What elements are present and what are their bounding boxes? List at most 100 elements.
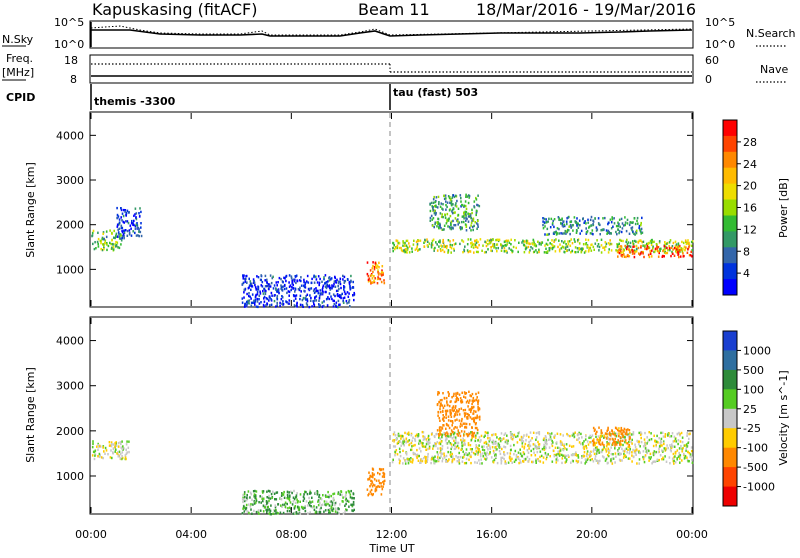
data-cell — [594, 444, 596, 447]
data-cell — [528, 242, 530, 245]
data-cell — [477, 416, 479, 419]
data-cell — [460, 419, 463, 423]
data-cell — [398, 461, 401, 465]
data-cell — [478, 415, 481, 418]
data-cell — [543, 448, 546, 451]
data-cell — [118, 246, 121, 250]
data-cell — [372, 475, 374, 479]
data-cell — [651, 238, 653, 242]
data-cell — [353, 508, 355, 512]
data-cell — [500, 243, 502, 246]
data-cell — [484, 240, 486, 243]
data-cell — [135, 216, 137, 219]
data-cell — [291, 279, 293, 282]
data-cell — [486, 445, 488, 449]
data-cell — [634, 449, 636, 453]
data-cell — [370, 488, 373, 492]
data-cell — [653, 240, 655, 243]
data-cell — [476, 246, 479, 249]
data-cell — [457, 398, 460, 402]
data-cell — [577, 454, 579, 457]
data-cell — [486, 451, 488, 454]
data-cell — [657, 441, 659, 444]
data-cell — [340, 296, 342, 300]
data-cell — [373, 268, 376, 271]
data-cell — [270, 291, 273, 295]
data-cell — [563, 443, 566, 446]
data-cell — [241, 497, 244, 501]
data-cell — [282, 300, 284, 303]
data-cell — [469, 448, 472, 451]
data-cell — [481, 445, 483, 448]
data-cell — [550, 442, 553, 446]
data-cell — [256, 275, 258, 278]
data-cell — [436, 403, 439, 406]
data-cell — [654, 439, 656, 442]
data-cell — [587, 443, 590, 446]
data-cell — [457, 218, 459, 221]
data-cell — [291, 282, 293, 285]
data-cell — [663, 245, 666, 248]
data-cell — [458, 413, 461, 416]
data-cell — [482, 455, 485, 458]
data-cell — [426, 244, 429, 247]
data-cell — [495, 247, 497, 250]
data-cell — [455, 392, 457, 395]
data-cell — [605, 229, 608, 232]
data-cell — [535, 458, 537, 461]
data-cell — [628, 248, 630, 251]
data-cell — [445, 412, 447, 415]
data-cell — [348, 292, 350, 295]
data-cell — [268, 283, 271, 286]
data-cell — [644, 431, 646, 435]
data-cell — [94, 449, 97, 452]
data-cell — [601, 434, 603, 438]
data-cell — [106, 242, 108, 245]
data-cell — [97, 231, 99, 234]
data-cell — [673, 439, 676, 443]
data-cell — [269, 274, 272, 277]
data-cell — [456, 460, 459, 463]
data-cell — [410, 432, 413, 436]
data-cell — [567, 434, 569, 437]
data-cell — [607, 242, 610, 245]
data-cell — [625, 455, 627, 459]
data-cell — [651, 462, 653, 465]
data-cell — [649, 249, 651, 253]
data-cell — [369, 485, 371, 488]
data-cell — [429, 216, 432, 220]
data-cell — [294, 297, 297, 300]
data-cell — [268, 499, 270, 502]
data-cell — [405, 239, 408, 243]
cpid-2-text: tau (fast) 503 — [393, 86, 478, 99]
data-cell — [123, 237, 125, 240]
data-cell — [449, 201, 451, 204]
data-cell — [670, 446, 673, 450]
data-cell — [280, 498, 283, 501]
data-cell — [320, 498, 323, 501]
data-cell — [121, 236, 123, 240]
data-cell — [475, 241, 478, 244]
data-cell — [591, 243, 593, 246]
data-cell — [537, 445, 539, 449]
data-cell — [471, 402, 473, 406]
data-cell — [649, 240, 652, 243]
data-cell — [616, 245, 619, 249]
data-cell — [440, 402, 442, 405]
data-cell — [345, 502, 347, 506]
data-cell — [463, 204, 466, 207]
data-cell — [102, 446, 104, 449]
data-cell — [575, 231, 578, 234]
data-cell — [432, 458, 435, 461]
data-cell — [596, 245, 599, 248]
data-cell — [611, 457, 614, 460]
data-cell — [350, 489, 352, 493]
data-cell — [470, 221, 473, 225]
data-cell — [573, 453, 576, 456]
data-cell — [383, 479, 386, 482]
y-tick-label: 4000 — [56, 129, 84, 142]
data-cell — [288, 506, 291, 509]
data-cell — [555, 238, 557, 241]
data-cell — [465, 461, 468, 465]
